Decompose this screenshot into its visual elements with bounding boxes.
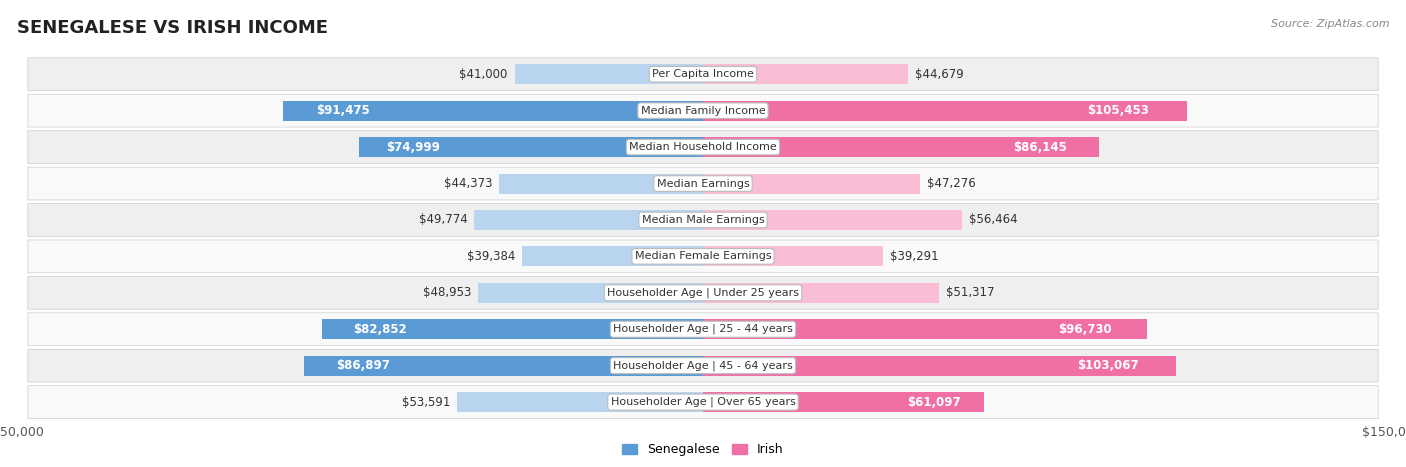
Text: $39,384: $39,384: [467, 250, 515, 263]
Text: $82,852: $82,852: [353, 323, 406, 336]
Text: $105,453: $105,453: [1087, 104, 1149, 117]
FancyBboxPatch shape: [28, 167, 1378, 200]
Bar: [703, 210, 962, 230]
Text: $44,373: $44,373: [444, 177, 492, 190]
FancyBboxPatch shape: [28, 94, 1378, 127]
Text: Householder Age | 25 - 44 years: Householder Age | 25 - 44 years: [613, 324, 793, 334]
Bar: [703, 319, 1147, 339]
Text: SENEGALESE VS IRISH INCOME: SENEGALESE VS IRISH INCOME: [17, 19, 328, 37]
Text: Householder Age | 45 - 64 years: Householder Age | 45 - 64 years: [613, 361, 793, 371]
FancyBboxPatch shape: [28, 240, 1378, 273]
Text: $53,591: $53,591: [402, 396, 450, 409]
Text: Householder Age | Under 25 years: Householder Age | Under 25 years: [607, 288, 799, 298]
Bar: [703, 283, 939, 303]
Text: $48,953: $48,953: [423, 286, 471, 299]
Legend: Senegalese, Irish: Senegalese, Irish: [617, 439, 789, 461]
Text: Median Earnings: Median Earnings: [657, 178, 749, 189]
Bar: [522, 247, 703, 266]
Text: Median Female Earnings: Median Female Earnings: [634, 251, 772, 262]
Bar: [703, 101, 1187, 120]
Bar: [703, 392, 984, 412]
FancyBboxPatch shape: [28, 313, 1378, 346]
Bar: [359, 137, 703, 157]
Text: Median Household Income: Median Household Income: [628, 142, 778, 152]
Text: $61,097: $61,097: [907, 396, 962, 409]
Text: $56,464: $56,464: [969, 213, 1018, 226]
FancyBboxPatch shape: [28, 386, 1378, 418]
Bar: [703, 64, 908, 84]
Text: Source: ZipAtlas.com: Source: ZipAtlas.com: [1271, 19, 1389, 28]
Text: Median Male Earnings: Median Male Earnings: [641, 215, 765, 225]
Text: Median Family Income: Median Family Income: [641, 106, 765, 116]
Text: $74,999: $74,999: [387, 141, 440, 154]
Text: $44,679: $44,679: [915, 68, 965, 81]
Bar: [515, 64, 703, 84]
FancyBboxPatch shape: [28, 276, 1378, 309]
FancyBboxPatch shape: [28, 349, 1378, 382]
Bar: [478, 283, 703, 303]
Text: $86,145: $86,145: [1014, 141, 1067, 154]
Text: Per Capita Income: Per Capita Income: [652, 69, 754, 79]
Text: $39,291: $39,291: [890, 250, 939, 263]
Text: $103,067: $103,067: [1077, 359, 1139, 372]
Text: $49,774: $49,774: [419, 213, 468, 226]
Text: $41,000: $41,000: [460, 68, 508, 81]
Text: $47,276: $47,276: [927, 177, 976, 190]
Bar: [304, 356, 703, 375]
FancyBboxPatch shape: [28, 204, 1378, 236]
Text: $86,897: $86,897: [336, 359, 389, 372]
Text: $96,730: $96,730: [1059, 323, 1112, 336]
Text: $91,475: $91,475: [316, 104, 370, 117]
FancyBboxPatch shape: [28, 131, 1378, 163]
Text: Householder Age | Over 65 years: Householder Age | Over 65 years: [610, 397, 796, 407]
Bar: [283, 101, 703, 120]
Bar: [457, 392, 703, 412]
Bar: [703, 137, 1098, 157]
Bar: [499, 174, 703, 193]
Text: $51,317: $51,317: [946, 286, 994, 299]
Bar: [474, 210, 703, 230]
Bar: [703, 247, 883, 266]
Bar: [703, 356, 1177, 375]
Bar: [703, 174, 920, 193]
FancyBboxPatch shape: [28, 58, 1378, 91]
Bar: [322, 319, 703, 339]
